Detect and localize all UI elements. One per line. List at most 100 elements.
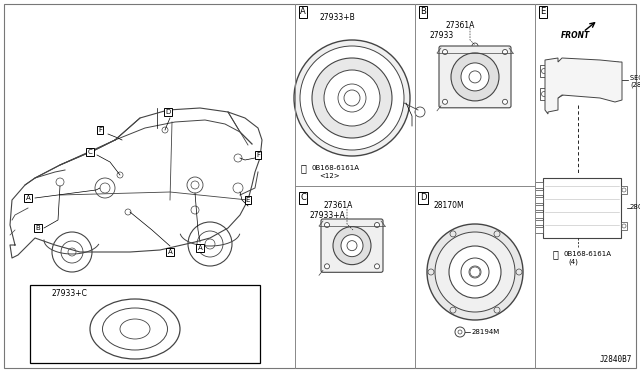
Bar (535, 197, 543, 202)
Bar (535, 189, 543, 195)
Text: A: A (26, 195, 30, 201)
Circle shape (435, 232, 515, 312)
Text: C: C (88, 149, 92, 155)
Text: 27361A: 27361A (445, 20, 474, 29)
Circle shape (324, 264, 330, 269)
Circle shape (622, 224, 626, 228)
Text: 27361A: 27361A (323, 202, 353, 211)
Text: F: F (98, 127, 102, 133)
Circle shape (234, 154, 242, 162)
Circle shape (374, 264, 380, 269)
Text: 28060M: 28060M (630, 204, 640, 210)
Circle shape (100, 183, 110, 193)
Text: F: F (256, 152, 260, 158)
Bar (535, 205, 543, 210)
Circle shape (494, 231, 500, 237)
Circle shape (622, 188, 626, 192)
Circle shape (502, 99, 508, 104)
Circle shape (494, 307, 500, 313)
Circle shape (61, 241, 83, 263)
Text: D: D (420, 193, 426, 202)
Text: Ⓢ: Ⓢ (300, 163, 306, 173)
Text: 0B168-6161A: 0B168-6161A (563, 251, 611, 257)
Circle shape (86, 326, 92, 332)
FancyBboxPatch shape (321, 219, 383, 272)
Circle shape (516, 269, 522, 275)
Circle shape (324, 70, 380, 126)
Circle shape (461, 258, 489, 286)
Text: 27933: 27933 (429, 31, 453, 39)
Circle shape (56, 178, 64, 186)
Circle shape (469, 71, 481, 83)
Circle shape (333, 227, 371, 264)
Polygon shape (545, 58, 622, 114)
Text: B: B (420, 7, 426, 16)
Circle shape (132, 356, 138, 362)
Circle shape (461, 63, 489, 91)
Circle shape (341, 235, 363, 257)
Circle shape (300, 46, 404, 150)
Bar (621, 186, 627, 194)
Circle shape (338, 84, 366, 112)
Circle shape (188, 222, 232, 266)
Circle shape (132, 296, 138, 302)
Circle shape (450, 231, 456, 237)
Text: 28170M: 28170M (433, 202, 463, 211)
Circle shape (162, 127, 168, 133)
Bar (535, 227, 543, 232)
Circle shape (541, 92, 547, 96)
Text: 0B168-6161A: 0B168-6161A (311, 165, 359, 171)
Bar (621, 222, 627, 230)
Text: A: A (168, 249, 172, 255)
Text: FRONT: FRONT (561, 31, 589, 39)
Circle shape (541, 68, 547, 74)
Circle shape (502, 49, 508, 55)
Text: <12>: <12> (319, 173, 340, 179)
Bar (540, 88, 548, 100)
Bar (535, 212, 543, 218)
Bar (543, 178, 621, 238)
Text: J2840B7: J2840B7 (600, 356, 632, 365)
Text: A: A (198, 245, 202, 251)
Circle shape (191, 181, 199, 189)
Circle shape (233, 183, 243, 193)
Circle shape (450, 307, 456, 313)
Text: 27933+B: 27933+B (320, 13, 356, 22)
Text: E: E (540, 7, 546, 16)
Circle shape (428, 269, 434, 275)
Text: 28194M: 28194M (472, 329, 500, 335)
Circle shape (205, 239, 215, 249)
Circle shape (449, 246, 501, 298)
Circle shape (68, 248, 76, 256)
Circle shape (197, 231, 223, 257)
Circle shape (117, 172, 123, 178)
Circle shape (415, 107, 425, 117)
Circle shape (95, 178, 115, 198)
Bar (540, 65, 548, 77)
Text: E: E (246, 197, 250, 203)
Text: (28070): (28070) (630, 82, 640, 88)
Text: 27933+A: 27933+A (309, 212, 345, 221)
FancyBboxPatch shape (439, 46, 511, 108)
Circle shape (178, 326, 184, 332)
Circle shape (52, 232, 92, 272)
Circle shape (125, 209, 131, 215)
Circle shape (469, 266, 481, 278)
Circle shape (442, 49, 447, 55)
Circle shape (344, 90, 360, 106)
Text: Ⓢ: Ⓢ (552, 249, 558, 259)
Circle shape (455, 327, 465, 337)
Circle shape (352, 229, 358, 235)
Circle shape (312, 58, 392, 138)
Text: C: C (300, 193, 306, 202)
Circle shape (191, 206, 199, 214)
Circle shape (347, 241, 357, 251)
Bar (535, 182, 543, 187)
Circle shape (324, 222, 330, 228)
Text: F: F (37, 289, 41, 298)
Bar (535, 219, 543, 225)
Circle shape (442, 99, 447, 104)
Text: SEC 280: SEC 280 (630, 75, 640, 81)
Bar (30, 285, 260, 363)
Text: (4): (4) (568, 259, 578, 265)
